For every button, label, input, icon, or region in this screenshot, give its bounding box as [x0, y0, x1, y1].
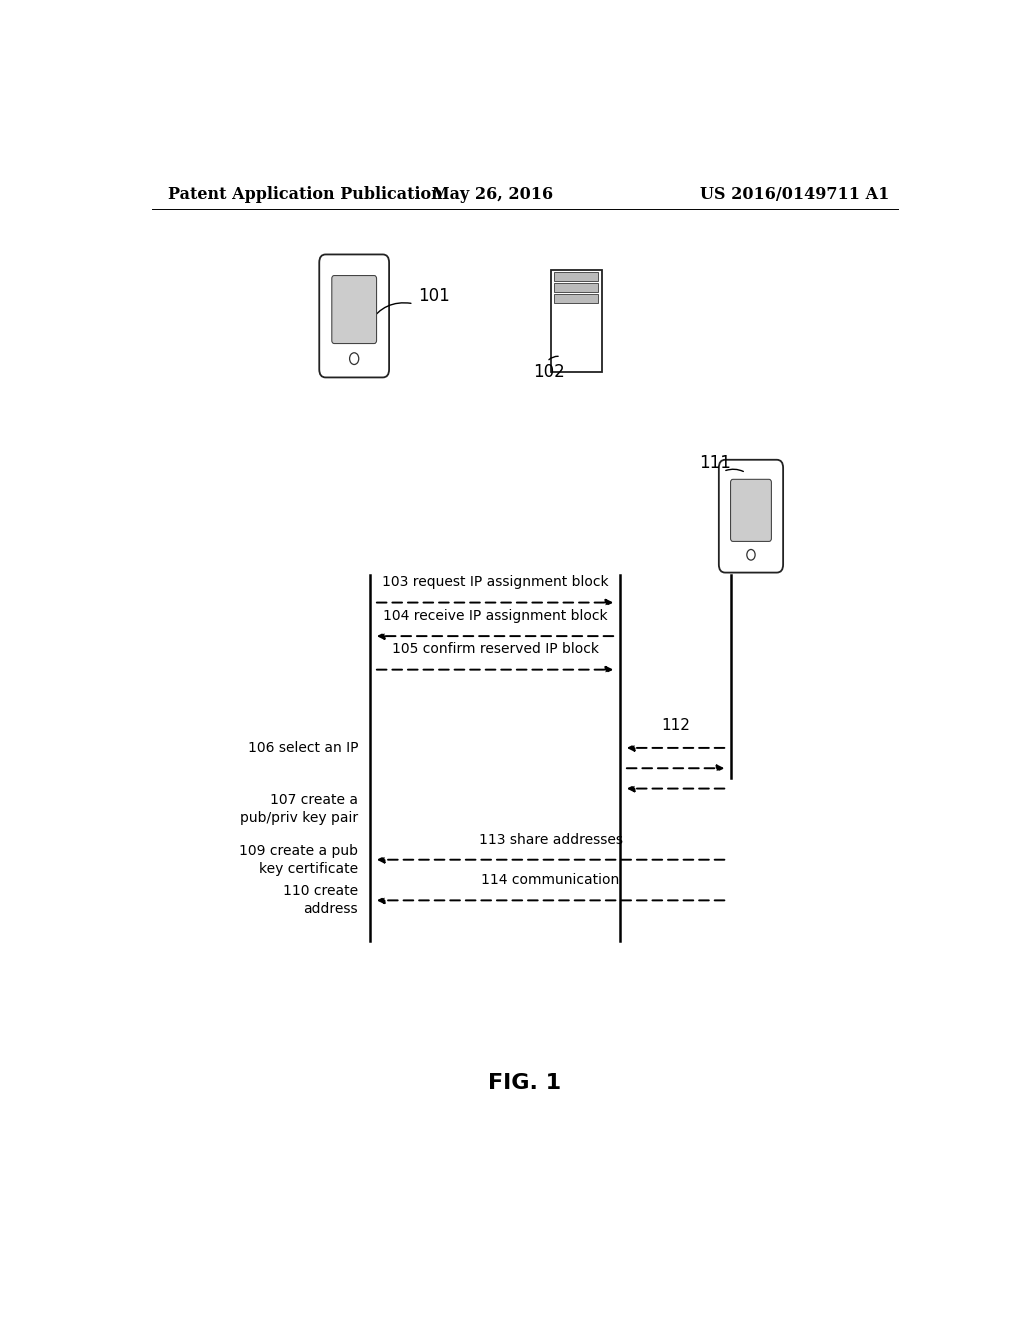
Bar [554, 282, 598, 292]
Text: 105 confirm reserved IP block: 105 confirm reserved IP block [391, 643, 599, 656]
FancyBboxPatch shape [319, 255, 389, 378]
Text: May 26, 2016: May 26, 2016 [432, 186, 554, 203]
FancyBboxPatch shape [719, 459, 783, 573]
Text: US 2016/0149711 A1: US 2016/0149711 A1 [700, 186, 890, 203]
Text: 111: 111 [699, 454, 731, 473]
Text: 107 create a
pub/priv key pair: 107 create a pub/priv key pair [240, 793, 358, 825]
Text: 113 share addresses: 113 share addresses [478, 833, 623, 846]
FancyBboxPatch shape [730, 479, 771, 541]
Circle shape [746, 549, 755, 560]
Text: 106 select an IP: 106 select an IP [248, 741, 358, 755]
Text: 110 create
address: 110 create address [283, 884, 358, 916]
FancyBboxPatch shape [332, 276, 377, 343]
Text: 114 communication: 114 communication [481, 873, 620, 887]
Circle shape [349, 352, 358, 364]
Text: 101: 101 [418, 286, 450, 305]
Text: 103 request IP assignment block: 103 request IP assignment block [382, 576, 608, 589]
Text: FIG. 1: FIG. 1 [488, 1073, 561, 1093]
Bar [554, 294, 598, 304]
Text: 102: 102 [532, 363, 564, 381]
Text: 112: 112 [662, 718, 690, 733]
Text: Patent Application Publication: Patent Application Publication [168, 186, 442, 203]
Text: 104 receive IP assignment block: 104 receive IP assignment block [383, 609, 607, 623]
FancyBboxPatch shape [551, 271, 602, 372]
Text: 109 create a pub
key certificate: 109 create a pub key certificate [240, 843, 358, 875]
Bar [554, 272, 598, 281]
